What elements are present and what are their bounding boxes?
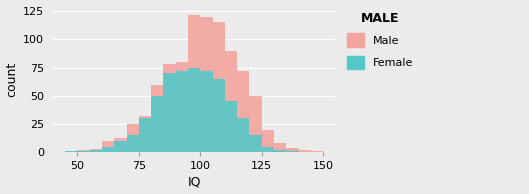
Bar: [213, 79, 225, 152]
Bar: [298, 150, 311, 152]
Bar: [213, 23, 225, 152]
X-axis label: IQ: IQ: [187, 175, 201, 188]
Bar: [139, 116, 151, 152]
Bar: [151, 85, 163, 152]
Bar: [200, 71, 213, 152]
Bar: [114, 138, 126, 152]
Bar: [77, 150, 90, 152]
Bar: [225, 101, 237, 152]
Bar: [77, 151, 90, 152]
Legend: Male, Female: Male, Female: [344, 8, 416, 73]
Bar: [102, 147, 114, 152]
Bar: [163, 73, 176, 152]
Bar: [225, 51, 237, 152]
Bar: [114, 141, 126, 152]
Bar: [65, 151, 77, 152]
Bar: [163, 64, 176, 152]
Bar: [188, 68, 200, 152]
Bar: [102, 141, 114, 152]
Bar: [249, 135, 262, 152]
Bar: [237, 71, 249, 152]
Y-axis label: count: count: [6, 61, 19, 97]
Bar: [151, 96, 163, 152]
Bar: [274, 150, 286, 152]
Bar: [65, 151, 77, 152]
Bar: [126, 124, 139, 152]
Bar: [200, 17, 213, 152]
Bar: [286, 151, 298, 152]
Bar: [274, 143, 286, 152]
Bar: [126, 135, 139, 152]
Bar: [176, 62, 188, 152]
Bar: [262, 147, 274, 152]
Bar: [237, 118, 249, 152]
Bar: [188, 15, 200, 152]
Bar: [90, 149, 102, 152]
Bar: [139, 118, 151, 152]
Bar: [311, 151, 323, 152]
Bar: [90, 150, 102, 152]
Bar: [176, 71, 188, 152]
Bar: [262, 130, 274, 152]
Bar: [286, 148, 298, 152]
Bar: [249, 96, 262, 152]
